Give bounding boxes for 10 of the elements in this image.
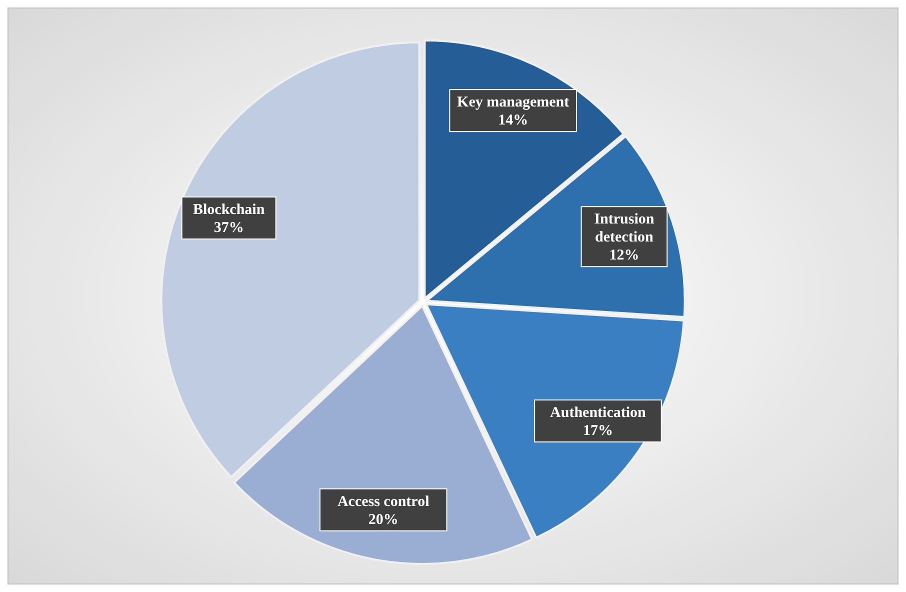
slice-label: Intrusion detection <box>594 212 655 246</box>
slice-label: Authentication <box>550 404 647 421</box>
data-label: 17% <box>582 422 613 439</box>
data-label: 14% <box>498 112 528 129</box>
slice-label: Key management <box>457 94 570 111</box>
data-label: 20% <box>368 512 398 528</box>
data-label: 37% <box>214 220 244 236</box>
slice-label: Blockchain <box>192 202 266 218</box>
data-label: 12% <box>609 248 640 264</box>
slice-label: Access control <box>337 494 430 510</box>
